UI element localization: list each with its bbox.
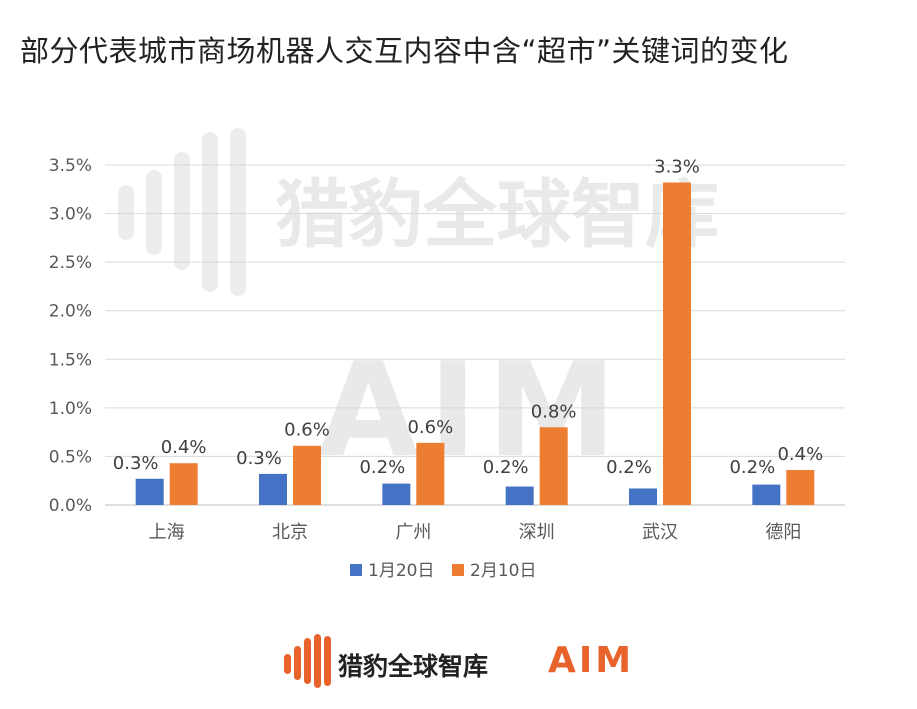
data-label-series-1: 0.2% [606, 457, 652, 478]
x-category-label: 北京 [272, 522, 308, 543]
y-tick-label: 0.5% [49, 447, 92, 467]
footer-logo-icon [284, 634, 331, 688]
x-category-label: 武汉 [642, 522, 678, 543]
legend: 1月20日 2月10日 [350, 561, 536, 581]
y-tick-label: 0.0% [49, 496, 92, 516]
x-category-label: 上海 [149, 522, 185, 543]
data-label-series-2: 0.8% [531, 401, 577, 422]
data-label-series-2: 0.6% [284, 420, 330, 441]
x-category-label: 德阳 [765, 522, 801, 543]
legend-label: 2月10日 [470, 561, 536, 581]
bars [135, 182, 815, 505]
bar-series-1 [135, 478, 164, 505]
watermark-brand-text: 猎豹全球智库 [275, 172, 719, 258]
bar-series-1 [752, 484, 781, 505]
y-tick-label: 2.0% [49, 302, 92, 322]
watermark-logo-icon [118, 128, 246, 296]
bar-series-1 [505, 486, 534, 505]
y-tick-label: 1.0% [49, 399, 92, 419]
x-category-label: 广州 [395, 522, 431, 543]
bar-series-1 [259, 473, 287, 505]
data-label-series-1: 0.2% [483, 457, 529, 478]
gridlines [105, 164, 845, 506]
legend-swatch [350, 564, 362, 576]
x-category-label: 深圳 [519, 522, 555, 543]
y-tick-label: 3.5% [49, 156, 92, 176]
x-axis-categories: 上海 北京 广州 深圳 武汉 德阳 [149, 522, 802, 543]
bar-series-2 [416, 442, 445, 505]
legend-label: 1月20日 [368, 561, 434, 581]
data-label-series-2: 0.4% [161, 437, 207, 458]
data-label-series-1: 0.2% [729, 457, 775, 478]
data-label-series-2: 0.4% [777, 444, 823, 465]
bar-series-2 [169, 463, 198, 505]
data-label-series-2: 3.3% [654, 156, 700, 177]
data-label-series-1: 0.3% [113, 453, 159, 474]
y-tick-label: 1.5% [49, 350, 92, 370]
bar-series-2 [293, 445, 321, 505]
data-label-series-2: 0.6% [407, 417, 453, 438]
data-labels: 0.4%0.3%0.6%0.3%0.6%0.2%0.8%0.2%3.3%0.2%… [113, 156, 823, 478]
legend-swatch [452, 564, 464, 576]
bar-series-1 [382, 483, 411, 505]
bar-series-2 [786, 470, 815, 505]
footer-aim-logo: AIM [548, 640, 635, 681]
bar-series-2 [539, 427, 568, 505]
data-label-series-1: 0.2% [359, 457, 405, 478]
footer-brand-text: 猎豹全球智库 [338, 652, 489, 681]
bar-series-2 [663, 182, 691, 505]
y-tick-label: 2.5% [49, 253, 92, 273]
chart-title: 部分代表城市商场机器人交互内容中含“超市”关键词的变化 [20, 34, 789, 68]
y-tick-label: 3.0% [49, 205, 92, 225]
data-label-series-1: 0.3% [236, 448, 282, 469]
bar-series-1 [629, 488, 657, 505]
y-axis-ticks: 0.0% 0.5% 1.0% 1.5% 2.0% 2.5% 3.0% 3.5% [49, 156, 92, 516]
